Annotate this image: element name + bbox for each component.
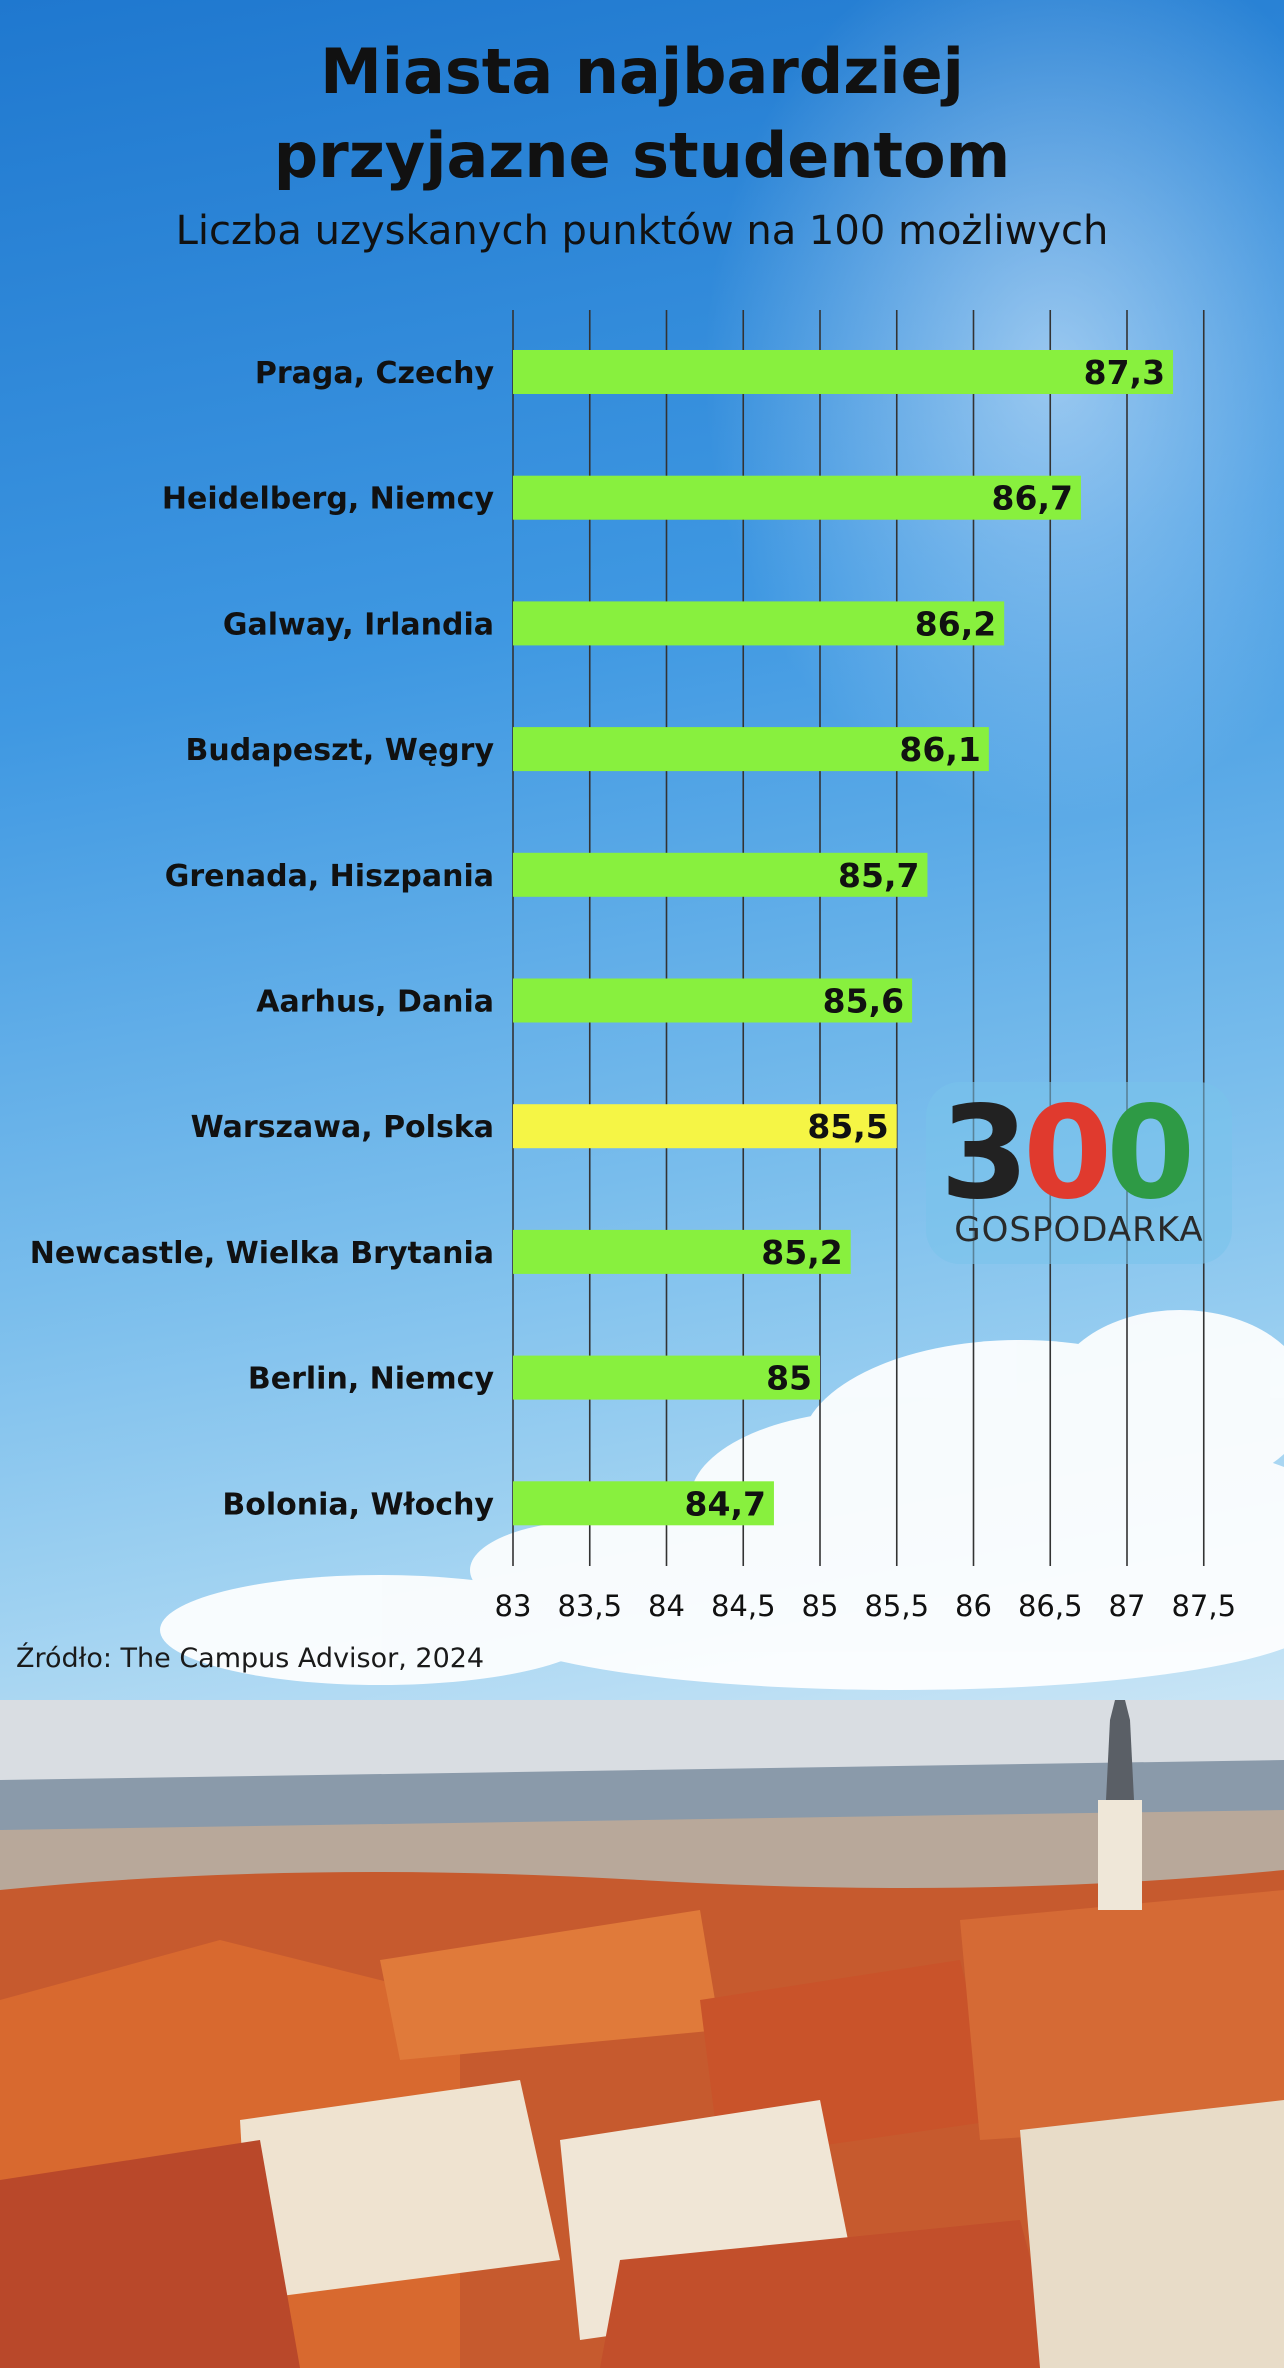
category-label-2: Galway, Irlandia [223,607,494,642]
cloud-background [160,1310,1284,1690]
category-label-0: Praga, Czechy [255,356,495,391]
bar-value-label-6: 85,5 [807,1107,888,1146]
logo-digits: 300 [940,1090,1195,1218]
logo-digit-1: 3 [940,1079,1029,1228]
bar-8 [513,1355,820,1400]
bar-0 [513,350,1174,394]
bar-2 [513,601,1005,646]
bar-5 [513,978,913,1023]
x-tick-label-0: 83 [495,1589,532,1623]
bar-7 [513,1229,851,1274]
category-label-6: Warszawa, Polska [191,1110,494,1145]
x-tick-label-2: 84 [648,1589,685,1623]
x-tick-label-9: 87,5 [1171,1589,1236,1623]
bar-1 [513,475,1081,520]
x-tick-label-5: 85,5 [864,1589,929,1623]
bar-chart: 83 83,5 84 84,5 85 85,5 86 86,5 87 87,5 87,3 Praga,… [30,310,1236,1623]
bar-value-label-2: 86,2 [915,604,996,643]
category-label-1: Heidelberg, Niemcy [162,482,495,517]
bar-value-label-3: 86,1 [899,730,980,769]
bar-9 [513,1481,774,1526]
logo-digit-2: 0 [1023,1079,1112,1228]
bar-3 [513,727,989,772]
x-tick-label-1: 83,5 [557,1589,622,1623]
300gospodarka-logo: 300 GOSPODARKA [926,1082,1232,1264]
category-label-3: Budapeszt, Węgry [185,733,494,768]
bar-value-label-5: 85,6 [823,982,904,1021]
category-label-4: Grenada, Hiszpania [165,859,494,894]
category-label-9: Bolonia, Włochy [222,1487,494,1522]
category-label-7: Newcastle, Wielka Brytania [30,1236,494,1271]
x-tick-label-3: 84,5 [711,1589,776,1623]
category-label-8: Berlin, Niemcy [248,1362,495,1397]
city-photo [0,1700,1284,2368]
bar-value-label-8: 85 [766,1359,812,1398]
x-tick-label-7: 86,5 [1018,1589,1083,1623]
logo-digit-3: 0 [1106,1079,1195,1228]
chart-title-line1: Miasta najbardziej [320,35,964,108]
bar-value-label-1: 86,7 [992,479,1073,518]
x-tick-label-8: 87 [1109,1589,1146,1623]
bar-value-label-9: 84,7 [685,1484,766,1523]
x-tick-label-4: 85 [802,1589,839,1623]
bar-value-label-4: 85,7 [838,856,919,895]
bar-value-label-7: 85,2 [761,1233,842,1272]
bar-4 [513,852,928,897]
source-note: Źródło: The Campus Advisor, 2024 [16,1643,485,1674]
labels: 83 83,5 84 84,5 85 85,5 86 86,5 87 87,5 87,3 Praga,… [30,353,1236,1623]
chart-subtitle: Liczba uzyskanych punktów na 100 możliwy… [175,208,1109,254]
x-tick-label-6: 86 [955,1589,992,1623]
bars [513,350,1174,1526]
chart-title-line2: przyjazne studentom [273,119,1011,192]
category-label-5: Aarhus, Dania [256,985,494,1020]
bar-6 [513,1104,897,1149]
bar-value-label-0: 87,3 [1084,353,1165,392]
logo-wordmark: GOSPODARKA [954,1210,1204,1250]
